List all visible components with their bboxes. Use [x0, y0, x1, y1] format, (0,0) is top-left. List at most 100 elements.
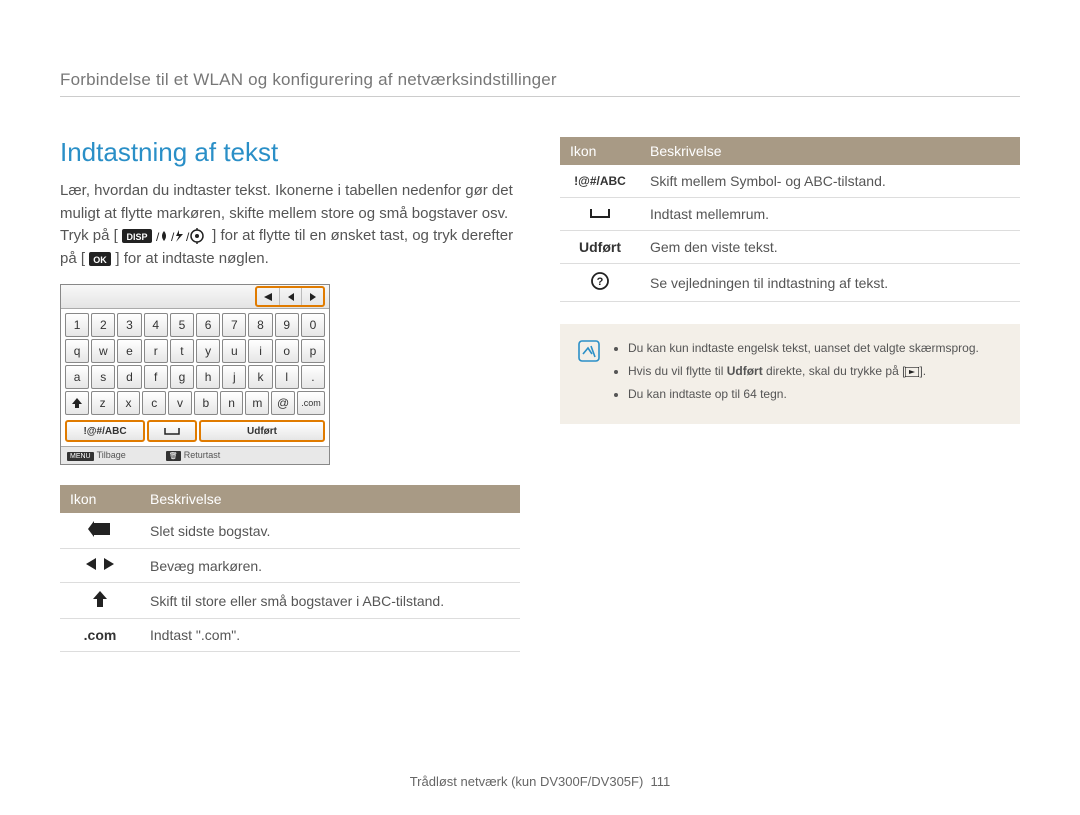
key[interactable]: m [245, 391, 269, 415]
key[interactable]: 2 [91, 313, 115, 337]
key[interactable]: 0 [301, 313, 325, 337]
space-key[interactable] [147, 420, 197, 442]
page-footer: Trådløst netværk (kun DV300F/DV305F) 111 [0, 774, 1080, 789]
key[interactable]: b [194, 391, 218, 415]
table-header-row: Ikon Beskrivelse [60, 485, 520, 513]
key[interactable]: 6 [196, 313, 220, 337]
th-desc: Beskrivelse [140, 485, 520, 513]
note-list: Du kan kun indtaste engelsk tekst, uanse… [612, 340, 979, 408]
key[interactable]: w [91, 339, 115, 363]
abc-toggle-key[interactable]: !@#/ABC [65, 420, 145, 442]
icon-space [560, 198, 640, 231]
key[interactable]: u [222, 339, 246, 363]
keyboard-row-2: q w e r t y u i o p [64, 338, 326, 364]
key[interactable]: c [142, 391, 166, 415]
svg-text:DISP: DISP [126, 232, 147, 242]
footer-text: Trådløst netværk (kun DV300F/DV305F) [410, 774, 644, 789]
table-row: !@#/ABC Skift mellem Symbol- og ABC-tils… [560, 165, 1020, 198]
page-header: Forbindelse til et WLAN og konfigurering… [60, 70, 1020, 97]
desc-cell: Skift mellem Symbol- og ABC-tilstand. [640, 165, 1020, 198]
key[interactable]: x [117, 391, 141, 415]
key[interactable]: @ [271, 391, 295, 415]
th-icon: Ikon [60, 485, 140, 513]
note-item: Du kan indtaste op til 64 tegn. [628, 386, 979, 403]
keyboard-status-bar: MENUTilbage 🗑Returtast [61, 446, 329, 464]
keyboard-row-1: 1 2 3 4 5 6 7 8 9 0 [64, 312, 326, 338]
svg-text:/: / [156, 230, 160, 244]
table-header-row: Ikon Beskrivelse [560, 137, 1020, 165]
svg-text:/: / [171, 230, 175, 244]
icon-done: Udført [560, 231, 640, 264]
key[interactable]: 7 [222, 313, 246, 337]
icon-back-arrow [60, 513, 140, 549]
key[interactable]: l [275, 365, 299, 389]
key[interactable]: z [91, 391, 115, 415]
ok-icon: OK [89, 251, 111, 267]
key[interactable]: . [301, 365, 325, 389]
key[interactable]: 1 [65, 313, 89, 337]
desc-cell: Gem den viste tekst. [640, 231, 1020, 264]
left-column: Indtastning af tekst Lær, hvordan du ind… [60, 137, 520, 652]
key[interactable]: v [168, 391, 192, 415]
table-row: Bevæg markøren. [60, 549, 520, 583]
onscreen-keyboard: 1 2 3 4 5 6 7 8 9 0 q w e r t y [60, 284, 330, 465]
desc-cell: Indtast ".com". [140, 619, 520, 652]
desc-cell: Indtast mellemrum. [640, 198, 1020, 231]
desc-cell: Slet sidste bogstav. [140, 513, 520, 549]
disp-icon: DISP / / / [122, 228, 208, 244]
key[interactable]: i [248, 339, 272, 363]
icon-lr-triangles [60, 549, 140, 583]
key[interactable]: r [144, 339, 168, 363]
key[interactable]: j [222, 365, 246, 389]
key[interactable]: g [170, 365, 194, 389]
icon-abc-toggle: !@#/ABC [560, 165, 640, 198]
intro-part3: ] for at indtaste nøglen. [115, 250, 268, 267]
key[interactable]: o [275, 339, 299, 363]
th-icon: Ikon [560, 137, 640, 165]
keyboard-row-4: z x c v b n m @ .com [64, 390, 326, 416]
note-item: Hvis du vil flytte til Udført direkte, s… [628, 363, 979, 380]
key[interactable]: 4 [144, 313, 168, 337]
note-box: Du kan kun indtaste engelsk tekst, uanse… [560, 324, 1020, 424]
keyboard-row-3: a s d f g h j k l . [64, 364, 326, 390]
shift-key[interactable] [65, 391, 89, 415]
key[interactable]: t [170, 339, 194, 363]
svg-text:/: / [186, 230, 190, 244]
key[interactable]: k [248, 365, 272, 389]
back-arrow-key[interactable] [257, 288, 279, 305]
key[interactable]: f [144, 365, 168, 389]
th-desc: Beskrivelse [640, 137, 1020, 165]
note-icon [578, 340, 600, 408]
right-triangle-key[interactable] [301, 288, 323, 305]
left-triangle-key[interactable] [279, 288, 301, 305]
key[interactable]: 8 [248, 313, 272, 337]
table-row: .com Indtast ".com". [60, 619, 520, 652]
key[interactable]: 5 [170, 313, 194, 337]
keyboard-top-highlight [255, 286, 325, 307]
table-row: ? Se vejledningen til indtastning af tek… [560, 264, 1020, 302]
key[interactable]: d [117, 365, 141, 389]
key[interactable]: 9 [275, 313, 299, 337]
key[interactable]: y [196, 339, 220, 363]
key[interactable]: a [65, 365, 89, 389]
table-row: Skift til store eller små bogstaver i AB… [60, 583, 520, 619]
desc-cell: Skift til store eller små bogstaver i AB… [140, 583, 520, 619]
key[interactable]: h [196, 365, 220, 389]
dotcom-key[interactable]: .com [297, 391, 325, 415]
done-key[interactable]: Udført [199, 420, 325, 442]
key[interactable]: 3 [117, 313, 141, 337]
icon-table-left: Ikon Beskrivelse Slet sidste bogstav. Be… [60, 485, 520, 652]
right-column: Ikon Beskrivelse !@#/ABC Skift mellem Sy… [560, 137, 1020, 652]
key[interactable]: p [301, 339, 325, 363]
key[interactable]: s [91, 365, 115, 389]
status-return: 🗑Returtast [166, 450, 220, 461]
table-row: Udført Gem den viste tekst. [560, 231, 1020, 264]
intro-text: Lær, hvordan du indtaster tekst. Ikonern… [60, 180, 520, 270]
key[interactable]: e [117, 339, 141, 363]
desc-cell: Se vejledningen til indtastning af tekst… [640, 264, 1020, 302]
desc-cell: Bevæg markøren. [140, 549, 520, 583]
keyboard-topbar [61, 285, 329, 309]
trash-tag: 🗑 [166, 451, 181, 461]
key[interactable]: q [65, 339, 89, 363]
key[interactable]: n [220, 391, 244, 415]
